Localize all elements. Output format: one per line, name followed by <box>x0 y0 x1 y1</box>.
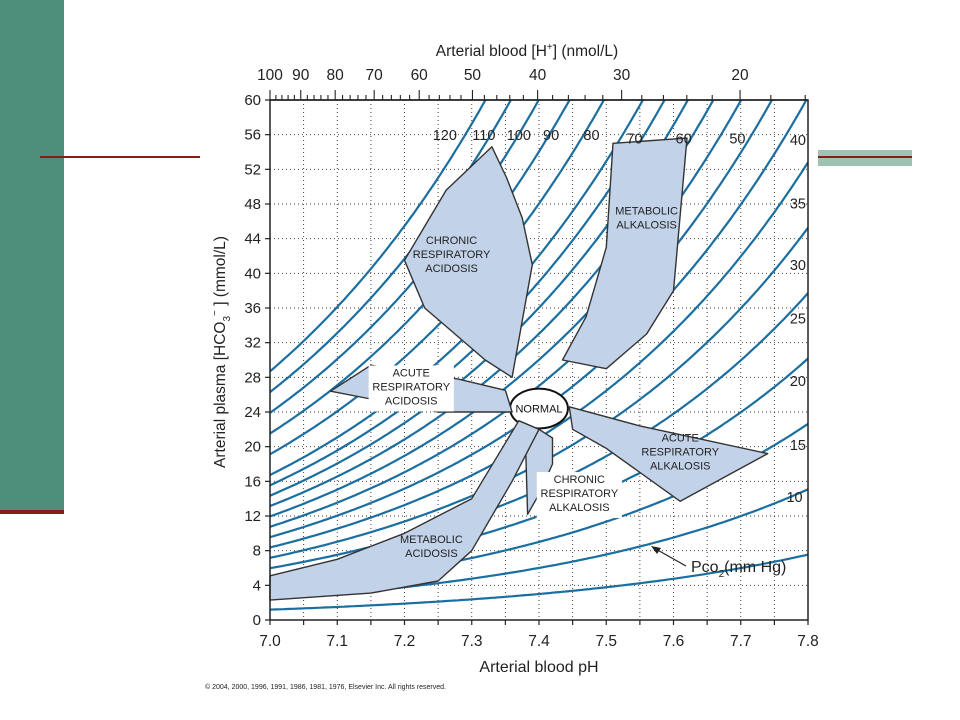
copyright-notice: © 2004, 2000, 1996, 1991, 1986, 1981, 19… <box>205 684 446 691</box>
x-tick-label: 7.4 <box>528 633 550 650</box>
region-label-chronic-respiratory-alkalosis: RESPIRATORY <box>541 488 619 500</box>
region-chronic-respiratory-acidosis <box>403 146 533 378</box>
region-label-bg-chronic-respiratory-alkalosis <box>536 472 622 519</box>
isobar-label-100: 100 <box>507 128 531 144</box>
isobar-label-90: 90 <box>543 128 559 144</box>
region-label-metabolic-acidosis: METABOLIC <box>400 534 463 546</box>
isobar-label-80: 80 <box>583 128 599 144</box>
region-acute-respiratory-alkalosis <box>568 406 769 502</box>
y-tick-label: 52 <box>244 161 261 178</box>
region-label-acute-respiratory-alkalosis: RESPIRATORY <box>641 446 719 458</box>
y-tick-label: 20 <box>244 439 261 456</box>
slide-accent-line-bottom <box>0 510 64 514</box>
top-tick-label: 50 <box>464 67 482 84</box>
isobar-label-25: 25 <box>790 312 806 328</box>
isobar-label-30: 30 <box>790 258 806 274</box>
isobar-label-70: 70 <box>626 131 642 147</box>
y-tick-label: 0 <box>253 612 261 629</box>
region-label-chronic-respiratory-alkalosis: CHRONIC <box>554 474 605 486</box>
top-tick-label: 70 <box>366 67 384 84</box>
axes: 7.0 7.1 7.2 7.3 7.4 7.5 7.6 7.7 7.80481216202428… <box>244 67 818 650</box>
region-metabolic-acidosis <box>269 420 540 601</box>
region-label-chronic-respiratory-acidosis: RESPIRATORY <box>413 249 491 261</box>
slide-accent-block-right-top <box>818 150 912 156</box>
isobar-labels: 120 110 100 90 80 70 60 50 40 35 30 25 20 15 10 <box>433 128 806 506</box>
region-label-metabolic-acidosis: ACIDOSIS <box>405 548 458 560</box>
x-tick-label: 7.3 <box>461 633 483 650</box>
y-tick-label: 32 <box>244 335 261 352</box>
y-tick-label: 28 <box>244 369 261 386</box>
region-label-bg-acute-respiratory-acidosis <box>368 365 454 412</box>
isobar-label-35: 35 <box>790 196 806 212</box>
isobar-label-20: 20 <box>790 374 806 390</box>
y-tick-label: 8 <box>253 543 261 560</box>
region-label-acute-respiratory-acidosis: ACUTE <box>393 367 430 379</box>
x-tick-label: 7.0 <box>259 633 281 650</box>
region-label-acute-respiratory-acidosis: RESPIRATORY <box>372 381 450 393</box>
isobar-label-40: 40 <box>790 133 806 149</box>
y-tick-label: 60 <box>244 92 261 109</box>
slide-accent-line-left <box>40 156 200 158</box>
top-tick-label: 60 <box>411 67 429 84</box>
y-tick-label: 12 <box>244 508 261 525</box>
top-tick-label: 30 <box>613 67 631 84</box>
region-label-normal: NORMAL <box>515 404 562 416</box>
x-tick-label: 7.7 <box>730 633 752 650</box>
y-tick-label: 36 <box>244 300 261 317</box>
pco2-pointer-head <box>651 546 661 554</box>
pco2-legend-label: Pco2(mm Hg) <box>691 559 786 580</box>
top-tick-label: 40 <box>529 67 547 84</box>
x-tick-label: 7.6 <box>663 633 685 650</box>
x-axis-title: Arterial blood pH <box>479 659 598 676</box>
y-tick-label: 40 <box>244 265 261 282</box>
isobar-label-10: 10 <box>786 490 802 506</box>
isobar-100 <box>270 100 540 414</box>
x-tick-label: 7.2 <box>394 633 416 650</box>
isobar-label-15: 15 <box>790 438 806 454</box>
isobar-label-50: 50 <box>729 131 745 147</box>
x-tick-label: 7.8 <box>797 633 819 650</box>
x-tick-label: 7.5 <box>595 633 617 650</box>
slide-accent-line-right <box>818 156 912 158</box>
isobar-label-60: 60 <box>676 131 692 147</box>
isobar-label-120: 120 <box>433 128 457 144</box>
y-axis-title: Arterial plasma [HCO3− ] (mmol/L) <box>210 236 233 468</box>
region-label-chronic-respiratory-alkalosis: ALKALOSIS <box>549 502 610 514</box>
slide-accent-bar-left <box>0 0 64 510</box>
pco2-pointer-arrow <box>653 547 687 567</box>
isobar-label-110: 110 <box>472 128 495 144</box>
isobar-5 <box>270 553 808 611</box>
region-label-metabolic-alkalosis: METABOLIC <box>615 205 678 217</box>
slide-accent-block-right-bottom <box>818 158 912 166</box>
isobar-110 <box>270 100 513 393</box>
top-tick-label: 80 <box>327 67 345 84</box>
region-label-chronic-respiratory-acidosis: CHRONIC <box>426 235 477 247</box>
region-label-acute-respiratory-alkalosis: ALKALOSIS <box>650 460 711 472</box>
y-tick-label: 16 <box>244 473 261 490</box>
region-metabolic-alkalosis <box>561 137 688 370</box>
region-label-metabolic-alkalosis: ALKALOSIS <box>616 219 677 231</box>
y-tick-label: 44 <box>244 231 261 248</box>
isobar-120 <box>270 100 487 373</box>
region-label-acute-respiratory-alkalosis: ACUTE <box>662 432 699 444</box>
y-tick-label: 4 <box>253 577 261 594</box>
region-label-acute-respiratory-acidosis: ACIDOSIS <box>385 395 438 407</box>
region-label-chronic-respiratory-acidosis: ACIDOSIS <box>425 263 478 275</box>
top-tick-label: 100 <box>257 67 283 84</box>
top-tick-label: 90 <box>292 67 310 84</box>
y-tick-label: 56 <box>244 127 261 144</box>
y-tick-label: 24 <box>244 404 261 421</box>
y-tick-label: 48 <box>244 196 261 213</box>
top-axis-title: Arterial blood [H+] (nmol/L) <box>436 42 618 60</box>
top-tick-label: 20 <box>731 67 749 84</box>
acid-base-regions: NORMAL CHRONIC RESPIRATORY ACIDOSIS METABOLI… <box>269 137 769 601</box>
x-tick-label: 7.1 <box>326 633 348 650</box>
